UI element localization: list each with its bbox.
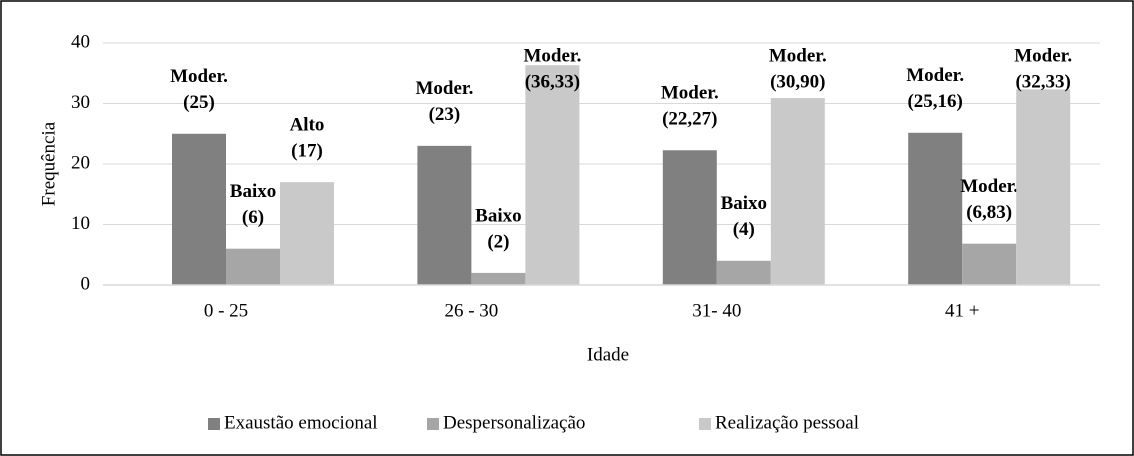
data-label-level: Alto <box>290 115 325 136</box>
x-tick-label: 41 + <box>945 300 979 321</box>
data-label: (30,90) <box>770 71 825 92</box>
data-label: (23) <box>429 104 461 125</box>
bar <box>770 98 825 286</box>
bar <box>716 260 771 285</box>
bar <box>908 132 963 285</box>
y-tick-label: 20 <box>71 152 90 173</box>
y-tick-label: 30 <box>71 92 90 113</box>
legend-label: Realização pessoal <box>715 412 859 433</box>
data-label: (25) <box>183 92 215 113</box>
data-label-level: Moder. <box>906 65 964 86</box>
legend-swatch <box>208 418 220 430</box>
x-tick-label: 26 - 30 <box>444 300 498 321</box>
x-axis-label: Idade <box>587 344 629 365</box>
legend-label: Despersonalização <box>443 412 585 433</box>
bar <box>280 182 334 285</box>
bar <box>226 248 280 285</box>
bar <box>471 272 526 285</box>
bar <box>417 145 472 285</box>
data-label: (25,16) <box>907 91 962 112</box>
data-label: (6) <box>242 207 264 228</box>
y-tick-label: 40 <box>71 31 90 52</box>
bar <box>1016 89 1071 285</box>
y-tick-label: 10 <box>71 213 90 234</box>
data-label: (22,27) <box>662 109 717 130</box>
data-label-level: Baixo <box>475 205 521 226</box>
x-tick-label: 31- 40 <box>692 300 741 321</box>
y-axis-label: Frequência <box>38 121 59 206</box>
bar <box>172 133 226 285</box>
data-label-level: Moder. <box>769 45 827 66</box>
x-tick-label: 0 - 25 <box>204 300 248 321</box>
data-label-level: Moder. <box>523 45 581 66</box>
legend-swatch <box>699 418 711 430</box>
data-label-level: Moder. <box>415 78 473 99</box>
data-label-level: Moder. <box>960 176 1018 197</box>
data-label: (36,33) <box>525 71 580 92</box>
data-label-level: Moder. <box>661 83 719 104</box>
data-label: (32,33) <box>1015 71 1070 92</box>
data-label-level: Moder. <box>170 66 228 87</box>
data-label: (2) <box>487 231 509 252</box>
legend-swatch <box>427 418 439 430</box>
bar <box>962 243 1017 285</box>
data-label: (17) <box>291 141 323 162</box>
legend-label: Exaustão emocional <box>224 412 378 433</box>
data-label-level: Moder. <box>1014 45 1072 66</box>
bar <box>662 150 717 285</box>
data-label-level: Baixo <box>230 181 276 202</box>
bar <box>525 65 580 286</box>
data-label: (6,83) <box>966 202 1012 223</box>
data-label: (4) <box>733 219 755 240</box>
data-label-level: Baixo <box>721 193 767 214</box>
y-tick-label: 0 <box>81 273 91 294</box>
